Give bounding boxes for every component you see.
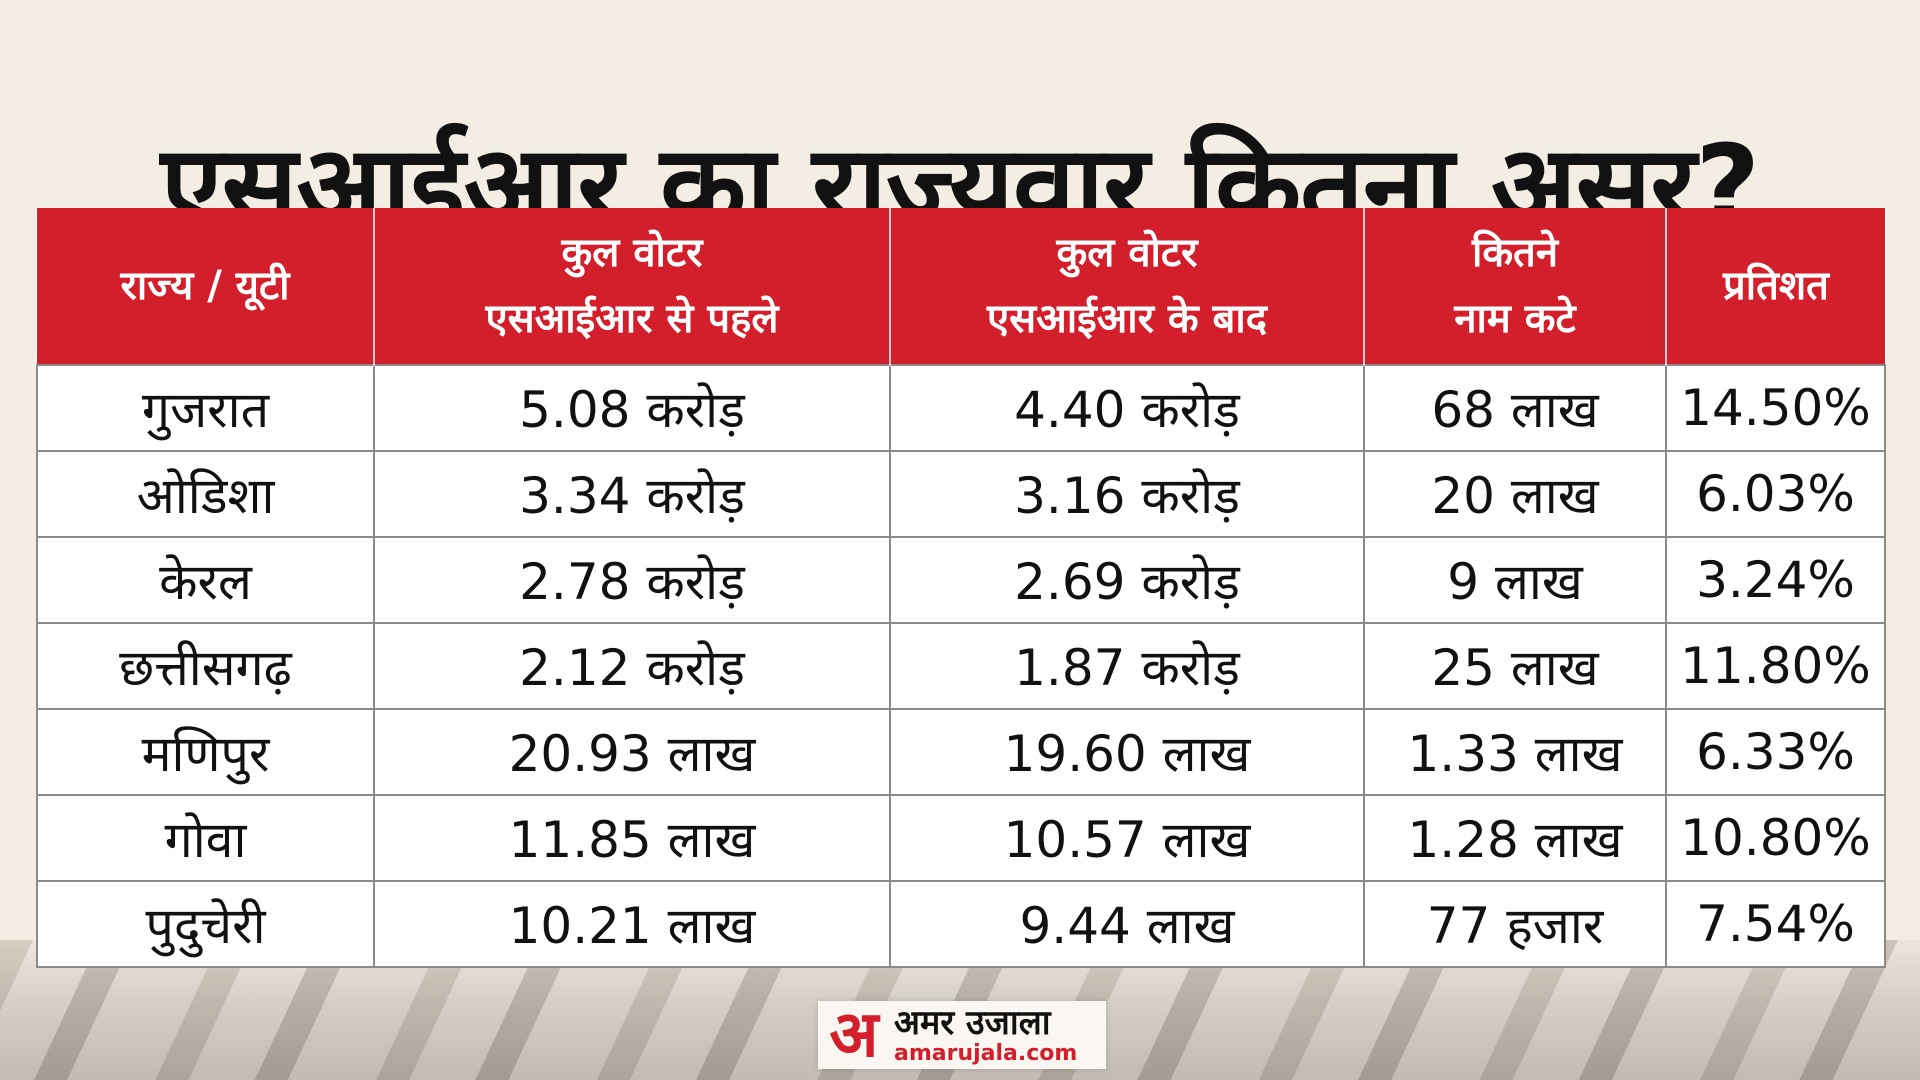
table-row: छत्तीसगढ़ 2.12 करोड़ 1.87 करोड़ 25 लाख 1… bbox=[36, 622, 1886, 710]
table-row: मणिपुर 20.93 लाख 19.60 लाख 1.33 लाख 6.33… bbox=[36, 708, 1886, 796]
cell-voters-after: 4.40 करोड़ bbox=[889, 364, 1365, 452]
header-voters-before: कुल वोटर एसआईआर से पहले bbox=[374, 208, 891, 365]
header-voters-after: कुल वोटर एसआईआर के बाद bbox=[890, 208, 1365, 365]
header-voters-after-line1: कुल वोटर bbox=[1056, 230, 1198, 276]
header-state: राज्य / यूटी bbox=[37, 208, 375, 365]
header-names-removed: कितने नाम कटे bbox=[1364, 208, 1667, 365]
header-names-removed-line1: कितने bbox=[1471, 230, 1559, 276]
cell-voters-before: 10.21 लाख bbox=[373, 880, 891, 968]
cell-voters-before: 20.93 लाख bbox=[373, 708, 891, 796]
cell-names-removed: 68 लाख bbox=[1363, 364, 1667, 452]
cell-names-removed: 1.28 लाख bbox=[1363, 794, 1667, 882]
header-voters-before-line1: कुल वोटर bbox=[561, 230, 703, 276]
cell-percent: 14.50% bbox=[1665, 364, 1886, 452]
cell-voters-after: 9.44 लाख bbox=[889, 880, 1365, 968]
cell-names-removed: 77 हजार bbox=[1363, 880, 1667, 968]
amarujala-logo: अ अमर उजाला amarujala.com bbox=[818, 1001, 1106, 1069]
cell-state: ओडिशा bbox=[36, 450, 375, 538]
table-row: ओडिशा 3.34 करोड़ 3.16 करोड़ 20 लाख 6.03% bbox=[36, 450, 1886, 538]
table-row: पुदुचेरी 10.21 लाख 9.44 लाख 77 हजार 7.54… bbox=[36, 880, 1886, 968]
table-row: गोवा 11.85 लाख 10.57 लाख 1.28 लाख 10.80% bbox=[36, 794, 1886, 882]
cell-state: गुजरात bbox=[36, 364, 375, 452]
cell-voters-before: 11.85 लाख bbox=[373, 794, 891, 882]
header-percent: प्रतिशत bbox=[1666, 208, 1885, 365]
brand-name-hindi: अमर उजाला bbox=[894, 1003, 1051, 1043]
cell-voters-after: 3.16 करोड़ bbox=[889, 450, 1365, 538]
table-row: केरल 2.78 करोड़ 2.69 करोड़ 9 लाख 3.24% bbox=[36, 536, 1886, 624]
cell-state: पुदुचेरी bbox=[36, 880, 375, 968]
header-row: राज्य / यूटी कुल वोटर एसआईआर से पहले कुल… bbox=[37, 208, 1885, 365]
cell-names-removed: 1.33 लाख bbox=[1363, 708, 1667, 796]
amarujala-logo-text: अमर उजाला amarujala.com bbox=[890, 1004, 1077, 1066]
header-voters-before-line2: एसआईआर से पहले bbox=[485, 296, 779, 342]
cell-voters-after: 2.69 करोड़ bbox=[889, 536, 1365, 624]
cell-percent: 6.33% bbox=[1665, 708, 1886, 796]
brand-site: amarujala.com bbox=[894, 1041, 1078, 1066]
cell-names-removed: 9 लाख bbox=[1363, 536, 1667, 624]
table-body: गुजरात 5.08 करोड़ 4.40 करोड़ 68 लाख 14.5… bbox=[36, 364, 1886, 968]
voter-table: राज्य / यूटी कुल वोटर एसआईआर से पहले कुल… bbox=[36, 208, 1886, 968]
cell-voters-before: 2.12 करोड़ bbox=[373, 622, 891, 710]
cell-names-removed: 20 लाख bbox=[1363, 450, 1667, 538]
header-names-removed-line2: नाम कटे bbox=[1454, 296, 1576, 342]
cell-percent: 7.54% bbox=[1665, 880, 1886, 968]
cell-state: गोवा bbox=[36, 794, 375, 882]
cell-voters-after: 10.57 लाख bbox=[889, 794, 1365, 882]
amarujala-logo-mark: अ bbox=[829, 998, 879, 1072]
cell-voters-before: 3.34 करोड़ bbox=[373, 450, 891, 538]
table-row: गुजरात 5.08 करोड़ 4.40 करोड़ 68 लाख 14.5… bbox=[36, 364, 1886, 452]
cell-state: केरल bbox=[36, 536, 375, 624]
cell-voters-after: 1.87 करोड़ bbox=[889, 622, 1365, 710]
cell-percent: 3.24% bbox=[1665, 536, 1886, 624]
cell-percent: 6.03% bbox=[1665, 450, 1886, 538]
header-percent-label: प्रतिशत bbox=[1723, 263, 1829, 309]
header-voters-after-line2: एसआईआर के बाद bbox=[987, 296, 1267, 342]
cell-voters-before: 5.08 करोड़ bbox=[373, 364, 891, 452]
cell-state: छत्तीसगढ़ bbox=[36, 622, 375, 710]
cell-voters-before: 2.78 करोड़ bbox=[373, 536, 891, 624]
header-state-label: राज्य / यूटी bbox=[120, 263, 290, 309]
cell-names-removed: 25 लाख bbox=[1363, 622, 1667, 710]
cell-state: मणिपुर bbox=[36, 708, 375, 796]
cell-percent: 11.80% bbox=[1665, 622, 1886, 710]
cell-voters-after: 19.60 लाख bbox=[889, 708, 1365, 796]
table-header: राज्य / यूटी कुल वोटर एसआईआर से पहले कुल… bbox=[37, 208, 1885, 365]
cell-percent: 10.80% bbox=[1665, 794, 1886, 882]
